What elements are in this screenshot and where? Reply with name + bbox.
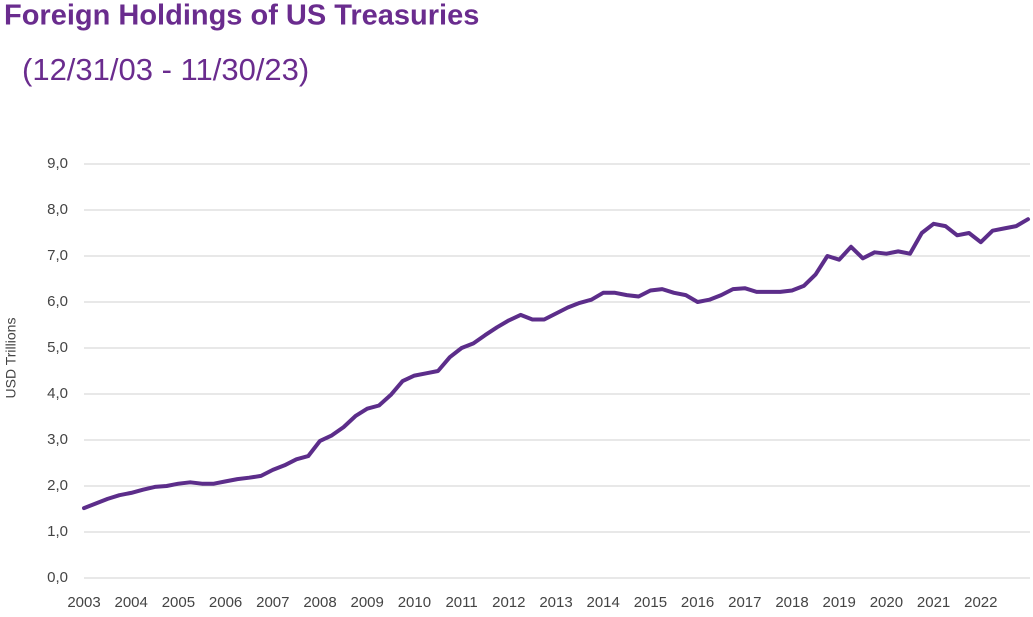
data-line xyxy=(82,217,1030,511)
y-tick-label: 5,0 xyxy=(47,339,68,356)
x-tick-label: 2022 xyxy=(964,594,997,611)
y-tick-label: 7,0 xyxy=(47,247,68,264)
x-tick-label: 2005 xyxy=(162,594,195,611)
x-tick-label: 2021 xyxy=(917,594,950,611)
x-tick-label: 2020 xyxy=(870,594,903,611)
x-tick-label: 2003 xyxy=(67,594,100,611)
x-tick-label: 2010 xyxy=(398,594,431,611)
y-tick-label: 6,0 xyxy=(47,293,68,310)
x-tick-label: 2011 xyxy=(445,594,477,611)
x-tick-label: 2013 xyxy=(539,594,572,611)
x-tick-label: 2019 xyxy=(823,594,856,611)
y-tick-label: 4,0 xyxy=(47,385,68,402)
y-tick-label: 1,0 xyxy=(47,523,68,540)
y-tick-label: 0,0 xyxy=(47,569,68,586)
x-tick-label: 2008 xyxy=(303,594,336,611)
x-tick-label: 2009 xyxy=(351,594,384,611)
x-tick-label: 2012 xyxy=(492,594,525,611)
x-tick-label: 2018 xyxy=(775,594,808,611)
x-tick-label: 2017 xyxy=(728,594,761,611)
x-tick-label: 2007 xyxy=(256,594,289,611)
chart-subtitle: (12/31/03 - 11/30/23) xyxy=(22,52,309,87)
y-tick-label: 9,0 xyxy=(47,155,68,172)
y-tick-label: 2,0 xyxy=(47,477,68,494)
y-tick-label: 3,0 xyxy=(47,431,68,448)
x-tick-label: 2016 xyxy=(681,594,714,611)
chart-title: Foreign Holdings of US Treasuries xyxy=(4,0,479,32)
x-tick-label: 2004 xyxy=(115,594,148,611)
x-tick-label: 2015 xyxy=(634,594,667,611)
y-axis-label: USD Trillions xyxy=(3,318,19,399)
x-tick-label: 2006 xyxy=(209,594,242,611)
x-tick-label: 2014 xyxy=(587,594,620,611)
y-tick-label: 8,0 xyxy=(47,201,68,218)
